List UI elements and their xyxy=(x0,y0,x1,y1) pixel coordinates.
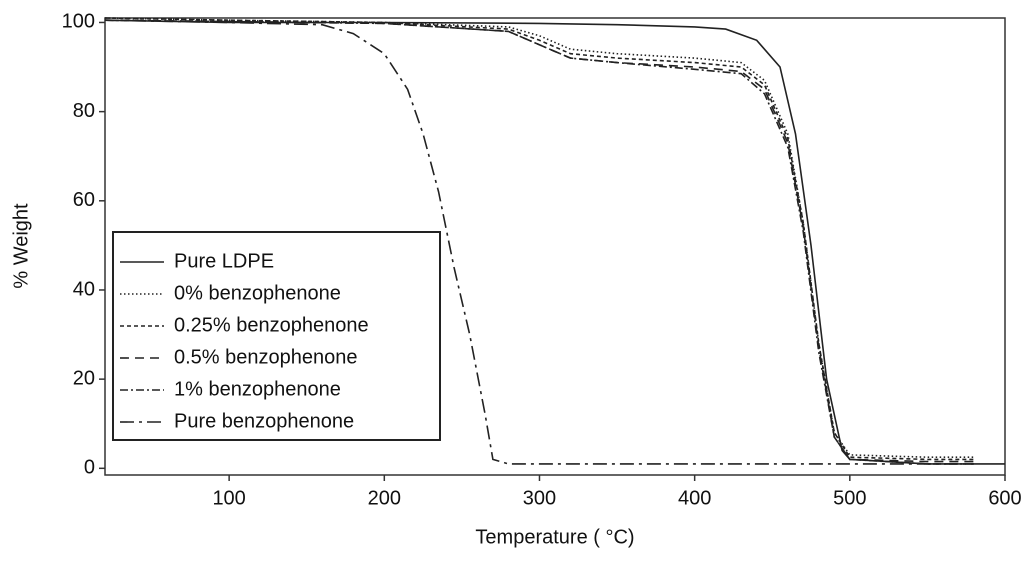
x-tick-label: 600 xyxy=(988,487,1021,509)
legend-box xyxy=(112,231,441,441)
y-axis-label: % Weight xyxy=(10,203,32,289)
legend-label: 0.25% benzophenone xyxy=(174,314,369,336)
legend-label: 0.5% benzophenone xyxy=(174,346,358,368)
y-tick-label: 20 xyxy=(73,367,95,389)
y-tick-label: 40 xyxy=(73,278,95,300)
legend-label: 1% benzophenone xyxy=(174,378,341,400)
legend-label: Pure LDPE xyxy=(174,250,274,272)
legend-label: Pure benzophenone xyxy=(174,410,354,432)
y-tick-label: 0 xyxy=(84,457,95,479)
x-axis-label: Temperature ( °C) xyxy=(475,526,634,548)
y-tick-label: 100 xyxy=(62,11,95,33)
plot-frame xyxy=(104,17,1006,476)
series-line xyxy=(104,19,974,463)
x-tick-label: 500 xyxy=(833,487,866,509)
x-tick-label: 200 xyxy=(368,487,401,509)
series-line xyxy=(104,19,974,465)
series-line xyxy=(104,17,974,458)
series-line xyxy=(104,19,974,465)
y-tick-label: 60 xyxy=(73,189,95,211)
legend-label: 0% benzophenone xyxy=(174,282,341,304)
x-tick-label: 300 xyxy=(523,487,556,509)
series-line xyxy=(104,17,974,461)
x-tick-label: 400 xyxy=(678,487,711,509)
x-tick-label: 100 xyxy=(212,487,245,509)
y-tick-label: 80 xyxy=(73,100,95,122)
